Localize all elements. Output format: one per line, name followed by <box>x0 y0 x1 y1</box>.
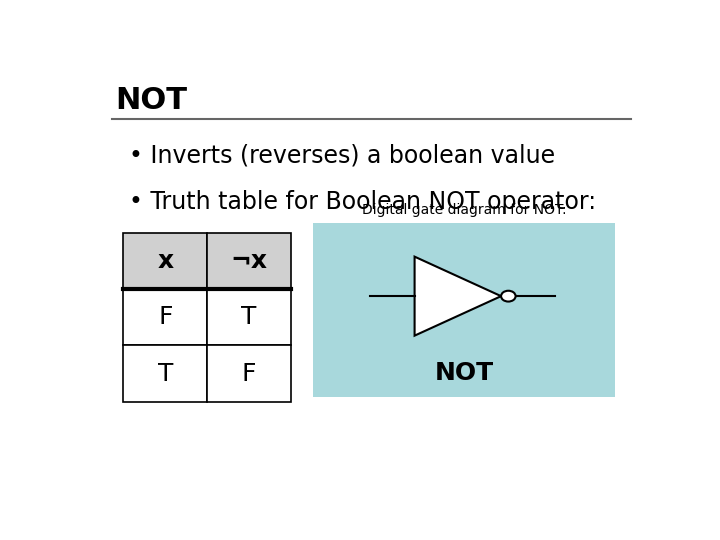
Text: ¬x: ¬x <box>230 249 268 273</box>
Bar <box>207 346 291 402</box>
Text: • Truth table for Boolean NOT operator:: • Truth table for Boolean NOT operator: <box>129 190 596 213</box>
Bar <box>124 289 207 346</box>
Text: T: T <box>158 362 173 386</box>
Text: Digital gate diagram for NOT:: Digital gate diagram for NOT: <box>361 202 566 217</box>
Text: NOT: NOT <box>115 85 187 114</box>
Circle shape <box>501 291 516 301</box>
Bar <box>124 233 207 289</box>
Text: NOT: NOT <box>434 361 493 385</box>
Bar <box>207 289 291 346</box>
Bar <box>313 223 615 397</box>
Text: F: F <box>158 306 173 329</box>
Text: x: x <box>157 249 174 273</box>
Bar <box>207 233 291 289</box>
Text: T: T <box>241 306 257 329</box>
Bar <box>124 346 207 402</box>
Text: F: F <box>242 362 256 386</box>
Polygon shape <box>415 256 501 336</box>
Text: • Inverts (reverses) a boolean value: • Inverts (reverses) a boolean value <box>129 144 555 168</box>
